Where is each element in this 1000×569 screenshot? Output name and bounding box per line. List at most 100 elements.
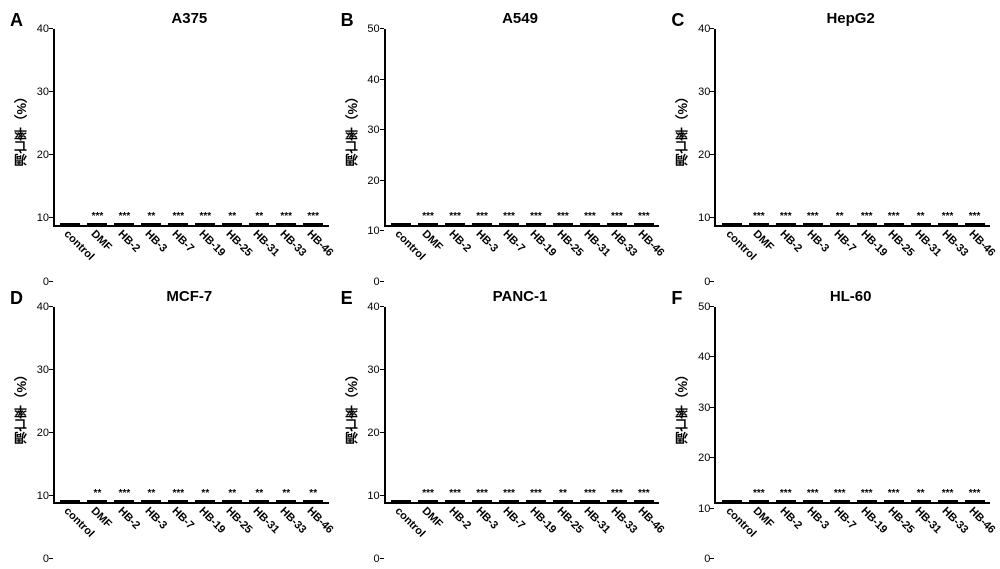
bars-container: control***DMF***HB-2***HB-3***HB-7***HB-… <box>716 307 990 503</box>
panel-letter: D <box>10 288 23 309</box>
panel-title: A375 <box>50 10 329 27</box>
y-axis: 010203040 <box>362 307 384 560</box>
y-tick-mark <box>49 281 53 282</box>
y-axis-label: 凋亡率（%） <box>10 307 31 505</box>
bar-HB-3: ***HB-3 <box>470 213 495 225</box>
x-tick-label: HB-33 <box>278 228 309 259</box>
x-tick-label: HB-7 <box>170 505 197 532</box>
x-tick-label: HB-2 <box>447 228 474 255</box>
x-tick-label: DMF <box>750 228 775 253</box>
y-tick-mark <box>710 558 714 559</box>
bar-HB-7: ***HB-7 <box>827 490 852 502</box>
x-tick-label: HB-2 <box>116 505 143 532</box>
bars-container: control***DMF***HB-2***HB-3***HB-7***HB-… <box>386 307 660 503</box>
significance-marker: *** <box>557 213 569 221</box>
bar-DMF: ***DMF <box>85 213 110 225</box>
bar-HB-25: **HB-25 <box>550 490 575 502</box>
x-tick-label: HB-7 <box>501 505 528 532</box>
bar-HB-46: **HB-46 <box>301 490 326 502</box>
x-tick-label: HB-25 <box>554 228 585 259</box>
significance-marker: *** <box>807 490 819 498</box>
y-tick-label: 20 <box>367 175 379 187</box>
x-tick-label: HB-33 <box>939 228 970 259</box>
significance-marker: *** <box>861 490 873 498</box>
significance-marker: *** <box>584 490 596 498</box>
x-tick-label: HB-33 <box>278 505 309 536</box>
x-tick-label: HB-2 <box>447 505 474 532</box>
x-tick-label: HB-33 <box>608 505 639 536</box>
significance-marker: *** <box>119 490 131 498</box>
y-tick-label: 0 <box>374 276 380 288</box>
significance-marker: *** <box>638 490 650 498</box>
panel-A: AA375凋亡率（%）010203040control***DMF***HB-2… <box>10 10 329 282</box>
significance-marker: *** <box>173 213 185 221</box>
panel-title: HepG2 <box>711 10 990 27</box>
panel-title: HL-60 <box>711 288 990 305</box>
y-tick-label: 0 <box>704 276 710 288</box>
significance-marker: *** <box>449 213 461 221</box>
y-tick-mark <box>380 281 384 282</box>
significance-marker: *** <box>280 213 292 221</box>
x-tick-label: HB-3 <box>474 505 501 532</box>
bars-container: control**DMF***HB-2**HB-3***HB-7**HB-19*… <box>55 307 329 503</box>
y-tick-label: 40 <box>37 23 49 35</box>
x-tick-label: DMF <box>89 228 114 253</box>
bar-HB-31: **HB-31 <box>247 213 272 225</box>
significance-marker: *** <box>530 213 542 221</box>
x-tick-label: HB-46 <box>635 505 666 536</box>
bar-HB-33: **HB-33 <box>274 490 299 502</box>
bar-HB-46: ***HB-46 <box>631 490 656 502</box>
chart-area: control***DMF***HB-2***HB-3***HB-7***HB-… <box>384 307 660 505</box>
y-tick-label: 30 <box>698 86 710 98</box>
significance-marker: *** <box>307 213 319 221</box>
bar-HB-46: ***HB-46 <box>301 213 326 225</box>
x-tick-label: HB-3 <box>143 505 170 532</box>
bars-container: control***DMF***HB-2***HB-3**HB-7***HB-1… <box>716 29 990 225</box>
bar-DMF: ***DMF <box>746 213 771 225</box>
x-tick-label: HB-46 <box>305 228 336 259</box>
y-tick-label: 30 <box>367 364 379 376</box>
x-tick-label: DMF <box>89 505 114 530</box>
significance-marker: ** <box>282 490 290 498</box>
bar-HB-46: ***HB-46 <box>962 213 987 225</box>
x-tick-label: HB-46 <box>305 505 336 536</box>
bar-DMF: ***DMF <box>416 490 441 502</box>
y-tick-label: 30 <box>367 124 379 136</box>
significance-marker: *** <box>969 213 981 221</box>
significance-marker: ** <box>559 490 567 498</box>
panel-C: CHepG2凋亡率（%）010203040control***DMF***HB-… <box>671 10 990 282</box>
significance-marker: *** <box>476 490 488 498</box>
y-axis: 010203040 <box>31 307 53 560</box>
y-tick-label: 20 <box>698 149 710 161</box>
y-tick-label: 20 <box>698 452 710 464</box>
y-tick-label: 20 <box>367 427 379 439</box>
y-tick-label: 10 <box>37 212 49 224</box>
significance-marker: *** <box>834 490 846 498</box>
significance-marker: *** <box>92 213 104 221</box>
y-tick-mark <box>380 558 384 559</box>
significance-marker: *** <box>611 490 623 498</box>
significance-marker: ** <box>147 490 155 498</box>
bar-control: control <box>58 213 83 225</box>
significance-marker: *** <box>119 213 131 221</box>
bars-container: control***DMF***HB-2**HB-3***HB-7***HB-1… <box>55 29 329 225</box>
x-tick-label: HB-2 <box>777 505 804 532</box>
x-tick-label: HB-25 <box>885 505 916 536</box>
y-tick-label: 10 <box>698 503 710 515</box>
plot-area: 凋亡率（%）010203040control***DMF***HB-2**HB-… <box>10 29 329 282</box>
panel-B: BA549凋亡率（%）01020304050control***DMF***HB… <box>341 10 660 282</box>
significance-marker: *** <box>807 213 819 221</box>
y-tick-label: 40 <box>37 301 49 313</box>
y-axis: 01020304050 <box>692 307 714 560</box>
bar-HB-2: ***HB-2 <box>112 213 137 225</box>
significance-marker: *** <box>199 213 211 221</box>
bar-HB-19: ***HB-19 <box>524 213 549 225</box>
x-tick-label: HB-33 <box>939 505 970 536</box>
bar-HB-19: ***HB-19 <box>854 490 879 502</box>
bar-HB-33: ***HB-33 <box>274 213 299 225</box>
bar-control: control <box>719 213 744 225</box>
x-tick-label: HB-19 <box>858 228 889 259</box>
x-tick-label: HB-7 <box>831 505 858 532</box>
x-tick-label: HB-7 <box>170 228 197 255</box>
bar-HB-25: **HB-25 <box>220 213 245 225</box>
